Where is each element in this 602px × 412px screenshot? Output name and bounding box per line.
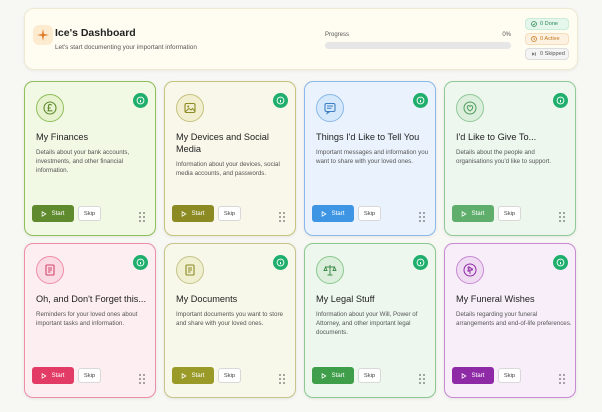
play-icon	[42, 372, 48, 379]
info-icon[interactable]	[413, 93, 428, 108]
drag-handle-icon[interactable]	[278, 211, 286, 223]
start-button[interactable]: Start	[172, 367, 214, 384]
drag-handle-icon[interactable]	[138, 211, 146, 223]
card-description: Reminders for your loved ones about impo…	[36, 311, 138, 327]
card-description: Details about your bank accounts, invest…	[36, 149, 130, 174]
drag-handle-icon[interactable]	[558, 373, 566, 385]
card-my-legal-stuff[interactable]: My Legal Stuff Information about your Wi…	[304, 243, 436, 398]
play-icon	[462, 372, 468, 379]
sparkle-logo-icon	[33, 25, 53, 45]
progress-percent: 0%	[502, 32, 511, 38]
card-my-finances[interactable]: My Finances Details about your bank acco…	[24, 81, 156, 236]
status-done-text: 0 Done	[540, 21, 559, 27]
start-button-label: Start	[471, 372, 485, 379]
drag-handle-icon[interactable]	[418, 373, 426, 385]
info-icon[interactable]	[133, 93, 148, 108]
start-button[interactable]: Start	[32, 367, 74, 384]
status-badge-active: 0 Active	[525, 33, 569, 45]
status-skipped-text: 0 Skipped	[540, 51, 565, 57]
info-icon[interactable]	[273, 255, 288, 270]
skip-button[interactable]: Skip	[498, 368, 521, 383]
card-title: I'd Like to Give To...	[456, 132, 537, 142]
card-title: Oh, and Don't Forget this...	[36, 294, 147, 304]
skip-button[interactable]: Skip	[358, 368, 381, 383]
card-things-to-tell[interactable]: Things I'd Like to Tell You Important me…	[304, 81, 436, 236]
start-button-label: Start	[331, 210, 345, 217]
play-icon	[322, 372, 328, 379]
card-title: My Finances	[36, 132, 89, 142]
message-icon	[316, 94, 344, 122]
info-icon[interactable]	[133, 255, 148, 270]
card-title: Things I'd Like to Tell You	[316, 132, 420, 142]
status-active-text: 0 Active	[540, 36, 560, 42]
drag-handle-icon[interactable]	[278, 373, 286, 385]
start-button-label: Start	[51, 372, 65, 379]
start-button[interactable]: Start	[312, 205, 354, 222]
card-funeral-wishes[interactable]: My Funeral Wishes Details regarding your…	[444, 243, 576, 398]
start-button-label: Start	[331, 372, 345, 379]
start-button[interactable]: Start	[172, 205, 214, 222]
start-button[interactable]: Start	[32, 205, 74, 222]
start-button-label: Start	[191, 210, 205, 217]
play-icon	[182, 372, 188, 379]
status-badge-skipped: 0 Skipped	[525, 48, 569, 60]
info-icon[interactable]	[553, 93, 568, 108]
play-icon	[462, 210, 468, 217]
card-title: My Legal Stuff	[316, 294, 375, 304]
progress-label: Progress	[325, 32, 350, 38]
play-icon	[322, 210, 328, 217]
card-title: My Funeral Wishes	[456, 294, 535, 304]
card-description: Details about the people and organisatio…	[456, 149, 552, 165]
image-icon	[176, 94, 204, 122]
card-description: Important messages and information you w…	[316, 149, 429, 165]
skip-button[interactable]: Skip	[78, 206, 101, 221]
card-title: My Documents	[176, 294, 238, 304]
document-icon	[36, 256, 64, 284]
play-icon	[182, 210, 188, 217]
page-title: Ice's Dashboard	[55, 27, 136, 39]
progress-bar	[325, 42, 511, 49]
clock-icon	[531, 36, 537, 42]
card-description: Important documents you want to store an…	[176, 311, 283, 327]
dashboard-header: Ice's Dashboard Let's start documenting …	[24, 8, 578, 70]
check-circle-icon	[531, 21, 537, 27]
skip-button[interactable]: Skip	[498, 206, 521, 221]
status-badge-done: 0 Done	[525, 18, 569, 30]
start-button[interactable]: Start	[312, 367, 354, 384]
start-button-label: Start	[191, 372, 205, 379]
scales-icon	[316, 256, 344, 284]
skip-button[interactable]: Skip	[358, 206, 381, 221]
document-icon	[176, 256, 204, 284]
skip-button[interactable]: Skip	[78, 368, 101, 383]
drag-handle-icon[interactable]	[558, 211, 566, 223]
card-description: Details regarding your funeral arrangeme…	[456, 311, 572, 327]
drag-handle-icon[interactable]	[138, 373, 146, 385]
page-subtitle: Let's start documenting your important i…	[55, 44, 197, 51]
info-icon[interactable]	[413, 255, 428, 270]
card-description: Information about your Will, Power of At…	[316, 311, 418, 336]
flower-icon	[456, 256, 484, 284]
start-button[interactable]: Start	[452, 367, 494, 384]
card-title: My Devices and Social Media	[176, 132, 269, 154]
start-button-label: Start	[51, 210, 65, 217]
pound-icon	[36, 94, 64, 122]
card-my-documents[interactable]: My Documents Important documents you wan…	[164, 243, 296, 398]
card-like-to-give[interactable]: I'd Like to Give To... Details about the…	[444, 81, 576, 236]
skip-forward-icon	[532, 52, 536, 56]
skip-button[interactable]: Skip	[218, 368, 241, 383]
info-icon[interactable]	[273, 93, 288, 108]
card-my-devices[interactable]: My Devices and Social Media Information …	[164, 81, 296, 236]
play-icon	[42, 210, 48, 217]
info-icon[interactable]	[553, 255, 568, 270]
heart-icon	[456, 94, 484, 122]
drag-handle-icon[interactable]	[418, 211, 426, 223]
start-button[interactable]: Start	[452, 205, 494, 222]
start-button-label: Start	[471, 210, 485, 217]
skip-button[interactable]: Skip	[218, 206, 241, 221]
card-dont-forget[interactable]: Oh, and Don't Forget this... Reminders f…	[24, 243, 156, 398]
card-description: Information about your devices, social m…	[176, 161, 280, 177]
